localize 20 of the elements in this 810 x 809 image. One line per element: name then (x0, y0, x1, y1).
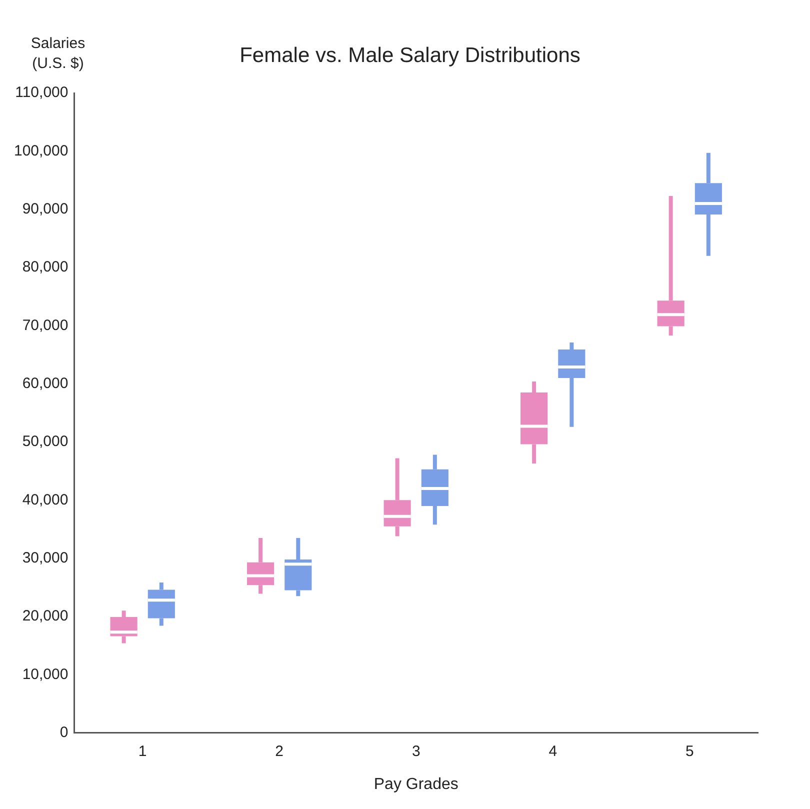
x-tick-label: 3 (412, 742, 420, 760)
y-tick-label: 90,000 (22, 200, 68, 218)
y-tick-label: 0 (60, 724, 68, 741)
y-tick-label: 10,000 (22, 666, 68, 683)
y-axis-title: Salaries (U.S. $) (30, 34, 86, 74)
x-tick-label: 2 (275, 742, 284, 760)
y-tick-label: 110,000 (15, 84, 68, 102)
y-tick-label: 40,000 (22, 491, 68, 508)
y-tick-label: 80,000 (22, 258, 68, 276)
x-tick-label: 4 (548, 742, 558, 760)
y-tick-label: 60,000 (22, 374, 68, 392)
y-tick-label: 70,000 (22, 316, 68, 334)
x-tick-label: 1 (138, 742, 147, 760)
y-tick-label: 100,000 (14, 142, 68, 160)
x-axis-title: Pay Grades (374, 776, 458, 793)
y-tick-label: 50,000 (22, 433, 68, 450)
y-tick-label: 20,000 (22, 608, 68, 625)
chart-title: Female vs. Male Salary Distributions (238, 44, 582, 69)
y-tick-label: 30,000 (22, 549, 68, 566)
x-tick-label: 5 (685, 742, 694, 760)
